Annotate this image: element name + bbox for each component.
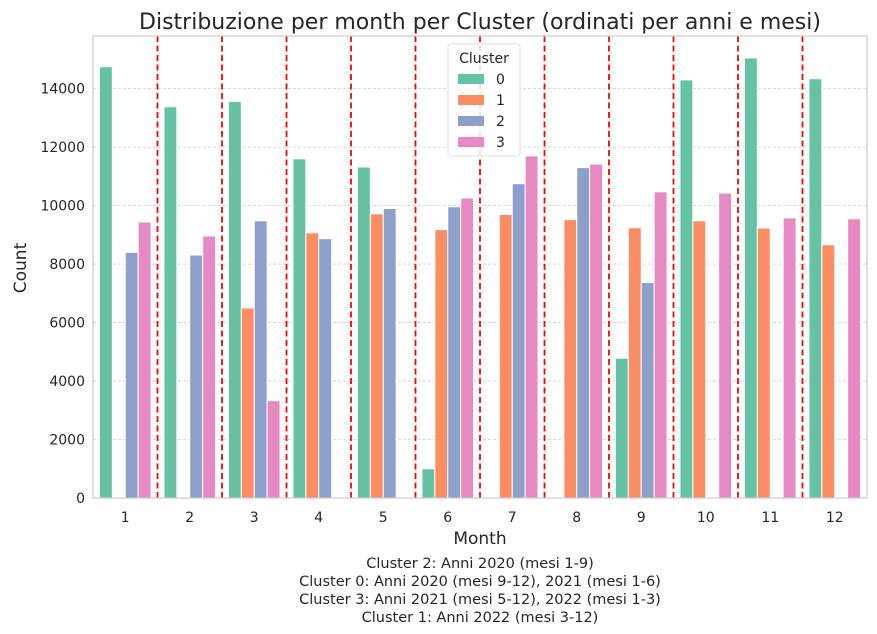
bar-cluster-3-month-9: [653, 191, 668, 499]
bar-cluster-2-month-6: [447, 206, 462, 499]
note-cluster-2: Cluster 2: Anni 2020 (mesi 1-9): [366, 556, 593, 572]
legend-title: Cluster: [459, 51, 509, 67]
bar-cluster-1-month-5: [369, 213, 384, 499]
bar-cluster-0-month-6: [421, 468, 436, 499]
x-tick-label: 4: [314, 510, 323, 526]
y-tick-label: 2000: [49, 433, 85, 449]
bar-cluster-1-month-12: [821, 244, 836, 499]
bar-cluster-0-month-9: [614, 357, 629, 499]
bar-cluster-1-month-7: [498, 213, 513, 499]
bar-cluster-0-month-5: [356, 166, 371, 499]
chart-title: Distribuzione per month per Cluster (ord…: [139, 10, 821, 35]
bar-cluster-3-month-1: [137, 221, 152, 499]
x-tick-label: 9: [637, 510, 646, 526]
y-tick-label: 12000: [40, 140, 85, 156]
note-cluster-0: Cluster 0: Anni 2020 (mesi 9-12), 2021 (…: [299, 574, 661, 590]
legend-label-cluster-2: 2: [496, 114, 505, 130]
cluster-year-notes: Cluster 2: Anni 2020 (mesi 1-9) Cluster …: [299, 556, 661, 626]
x-tick-label: 5: [379, 510, 388, 526]
bar-cluster-1-month-11: [756, 227, 771, 499]
bar-cluster-2-month-5: [382, 208, 397, 499]
bar-cluster-3-month-3: [266, 400, 281, 499]
bar-cluster-0-month-4: [292, 158, 307, 499]
bar-cluster-2-month-2: [189, 254, 204, 499]
y-tick-label: 10000: [40, 199, 85, 215]
x-axis-title: Month: [453, 529, 506, 549]
bar-cluster-1-month-4: [305, 232, 320, 499]
x-tick-label: 7: [508, 510, 517, 526]
x-tick-label: 2: [185, 510, 194, 526]
bar-cluster-2-month-9: [640, 281, 655, 499]
bar-cluster-1-month-10: [692, 220, 707, 499]
bar-cluster-0-month-11: [743, 57, 758, 499]
x-tick-label: 10: [697, 510, 715, 526]
bar-cluster-2-month-1: [124, 251, 139, 499]
bar-cluster-3-month-7: [524, 155, 539, 499]
plot-frame: [92, 35, 868, 499]
bar-cluster-0-month-3: [227, 100, 242, 499]
bar-cluster-3-month-11: [782, 217, 797, 499]
x-tick-label: 8: [572, 510, 581, 526]
bar-cluster-3-month-8: [589, 163, 604, 499]
x-tick-label: 6: [443, 510, 452, 526]
y-axis-title: Count: [11, 242, 31, 293]
bar-cluster-2-month-4: [318, 238, 333, 499]
bar-cluster-0-month-2: [163, 106, 178, 499]
x-tick-label: 3: [250, 510, 259, 526]
bar-cluster-1-month-8: [563, 219, 578, 499]
x-tick-label: 12: [826, 510, 844, 526]
bar-cluster-2-month-3: [253, 220, 268, 499]
bar-cluster-2-month-7: [511, 183, 526, 499]
legend-swatch-cluster-1: [458, 95, 484, 105]
legend-swatch-cluster-2: [458, 116, 484, 126]
legend-label-cluster-3: 3: [496, 135, 505, 151]
y-tick-label: 8000: [49, 257, 85, 273]
bar-cluster-0-month-10: [679, 79, 694, 499]
bar-cluster-3-month-10: [718, 192, 733, 499]
legend-label-cluster-0: 0: [496, 72, 505, 88]
x-tick-label: 1: [121, 510, 130, 526]
bar-cluster-0-month-1: [98, 66, 113, 499]
legend-label-cluster-1: 1: [496, 93, 505, 109]
y-tick-label: 0: [76, 491, 85, 507]
y-tick-label: 14000: [40, 82, 85, 98]
bar-cluster-3-month-6: [460, 197, 475, 499]
legend-swatch-cluster-3: [458, 137, 484, 147]
note-cluster-1: Cluster 1: Anni 2022 (mesi 3-12): [362, 610, 599, 626]
note-cluster-3: Cluster 3: Anni 2021 (mesi 5-12), 2022 (…: [299, 592, 661, 608]
bar-cluster-3-month-2: [202, 235, 217, 499]
bar-cluster-0-month-12: [808, 78, 823, 499]
bar-cluster-2-month-8: [576, 167, 591, 499]
y-tick-label: 6000: [49, 316, 85, 332]
x-tick-label: 11: [761, 510, 779, 526]
bar-cluster-3-month-12: [847, 218, 862, 499]
bar-cluster-1-month-6: [434, 229, 449, 499]
bar-cluster-1-month-3: [240, 307, 255, 499]
y-tick-label: 4000: [49, 374, 85, 390]
legend-swatch-cluster-0: [458, 74, 484, 84]
bar-cluster-1-month-9: [627, 227, 642, 499]
